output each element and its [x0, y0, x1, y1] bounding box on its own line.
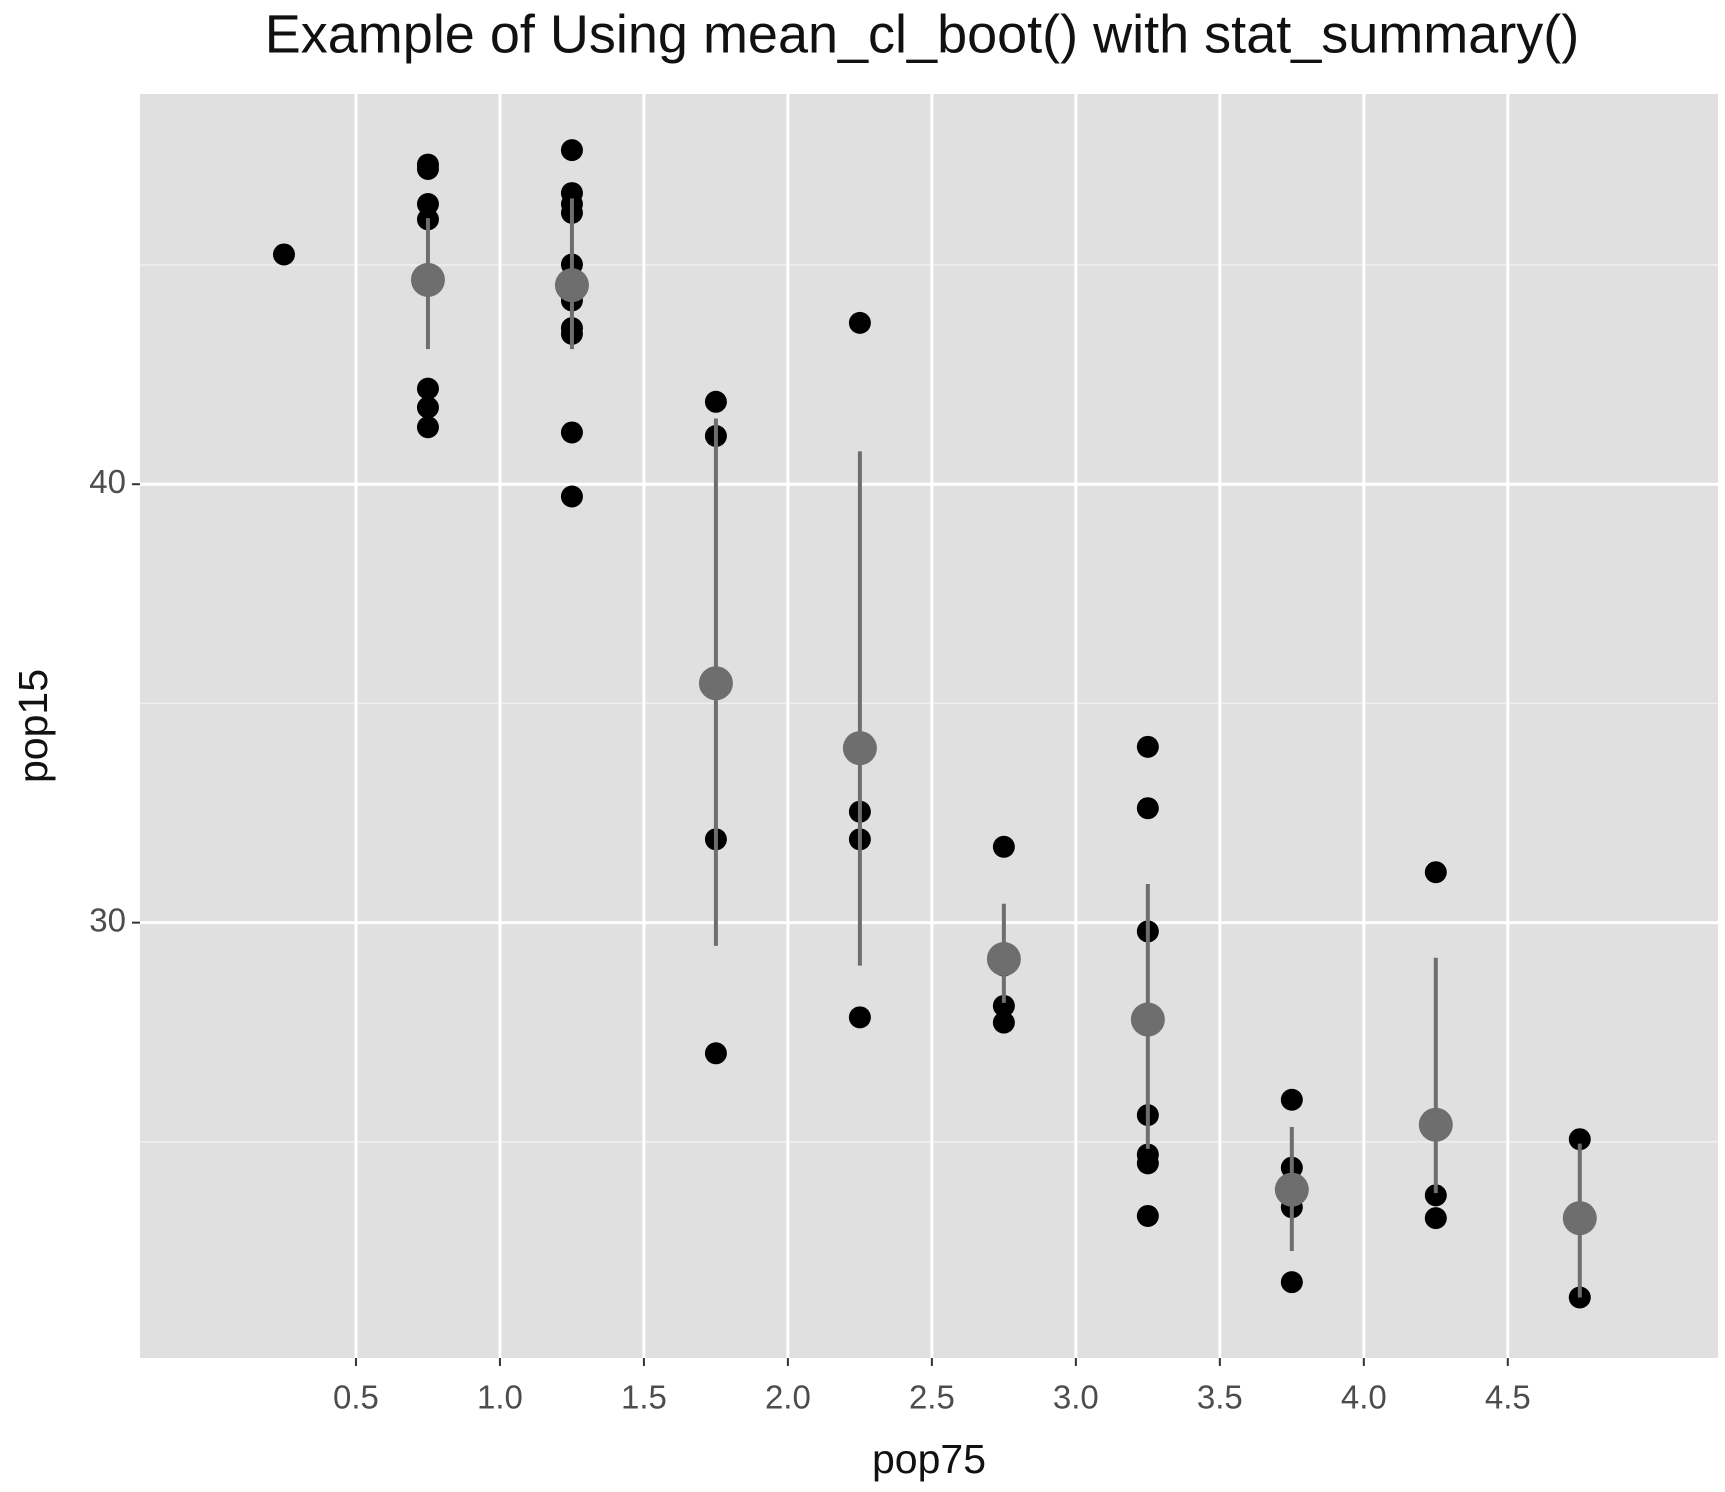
mean-point — [1562, 1201, 1597, 1236]
point — [272, 243, 295, 266]
point — [560, 421, 583, 444]
x-tick-label: 0.5 — [333, 1379, 379, 1416]
x-tick-label: 1.0 — [477, 1379, 523, 1416]
mean-point — [1130, 1002, 1165, 1037]
mean-point — [1274, 1172, 1309, 1207]
y-tick-label: 40 — [89, 463, 126, 500]
mean-point — [986, 942, 1021, 977]
point — [992, 1011, 1015, 1034]
mean-point — [554, 268, 589, 303]
x-tick-label: 2.5 — [909, 1379, 955, 1416]
point — [1136, 1204, 1159, 1227]
point — [1280, 1088, 1303, 1111]
mean-point — [410, 262, 445, 297]
point — [1424, 1184, 1447, 1207]
point — [848, 1006, 871, 1029]
point — [560, 139, 583, 162]
point — [1568, 1128, 1591, 1151]
point — [1136, 797, 1159, 820]
point — [704, 390, 727, 413]
y-axis-title: pop15 — [10, 669, 56, 783]
point — [1136, 1152, 1159, 1175]
point — [704, 1042, 727, 1065]
point — [416, 396, 439, 419]
point — [1424, 861, 1447, 884]
watermark: 掘金技术社区 @ 布客飞龙 — [1435, 1430, 1690, 1455]
plot-panel — [140, 94, 1718, 1358]
point — [848, 311, 871, 334]
x-tick-label: 1.5 — [621, 1379, 667, 1416]
point — [416, 416, 439, 439]
mean-point — [698, 666, 733, 701]
x-tick-label: 4.5 — [1485, 1379, 1531, 1416]
mean-point — [842, 731, 877, 766]
point — [992, 835, 1015, 858]
x-tick-label: 3.5 — [1197, 1379, 1243, 1416]
x-tick-label: 2.0 — [765, 1379, 811, 1416]
point — [992, 994, 1015, 1017]
point — [1424, 1207, 1447, 1230]
point — [560, 485, 583, 508]
point — [416, 377, 439, 400]
x-axis-title: pop75 — [872, 1436, 986, 1482]
chart-title: Example of Using mean_cl_boot() with sta… — [265, 4, 1579, 64]
y-tick-label: 30 — [89, 901, 126, 938]
point — [416, 157, 439, 180]
mean-point — [1418, 1107, 1453, 1142]
x-tick-label: 4.0 — [1341, 1379, 1387, 1416]
x-tick-label: 3.0 — [1053, 1379, 1099, 1416]
point — [416, 193, 439, 216]
point — [1280, 1271, 1303, 1294]
point — [1136, 735, 1159, 758]
